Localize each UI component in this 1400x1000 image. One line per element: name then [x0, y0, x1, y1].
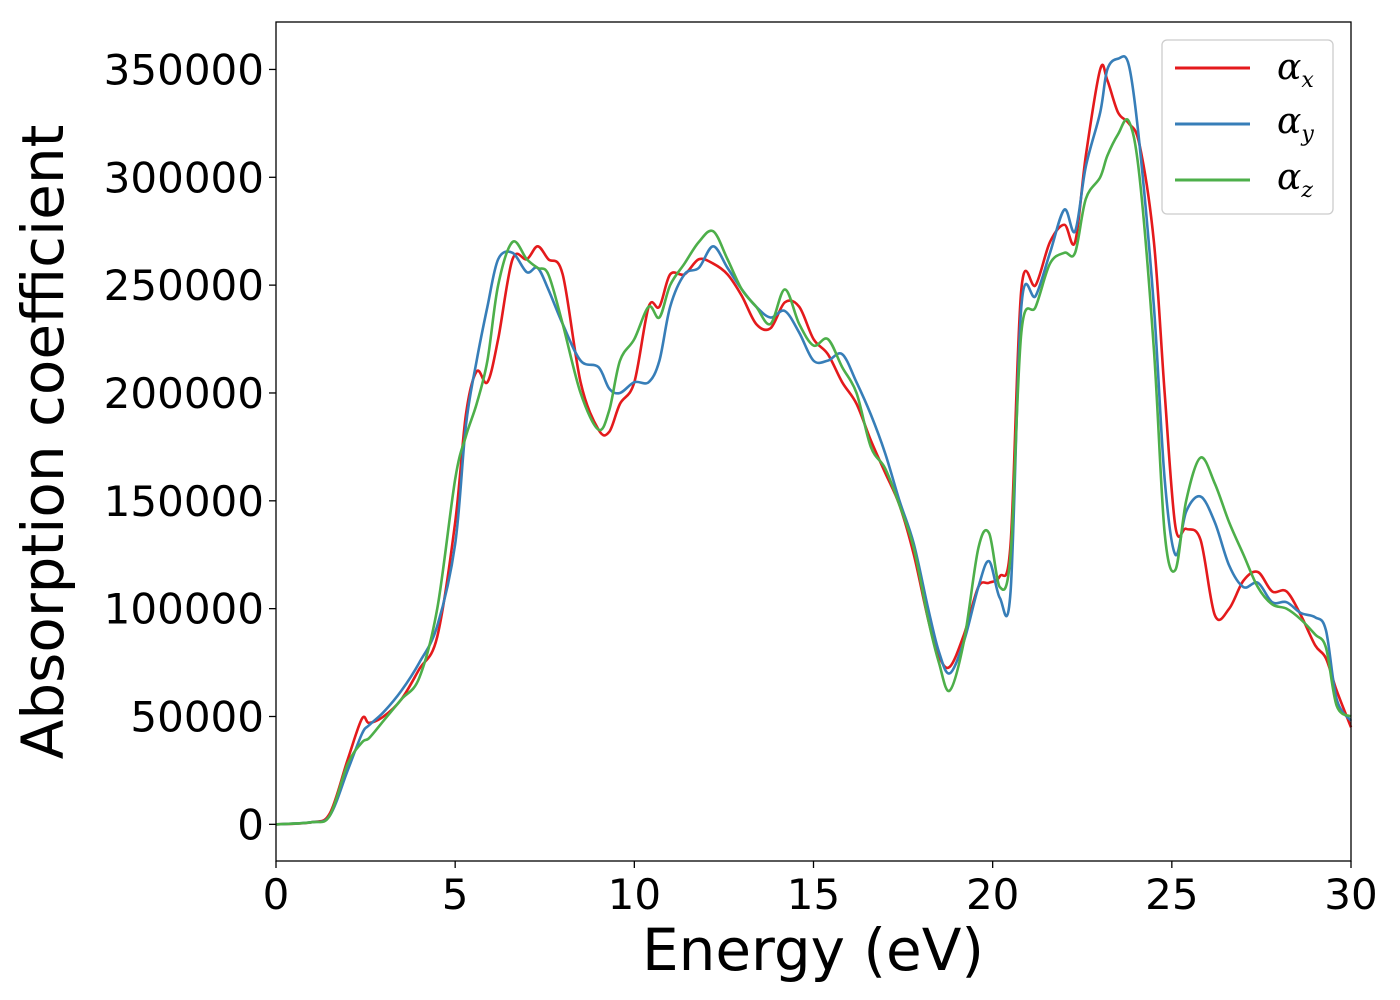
- y-axis-title: Absorption coefficient: [9, 125, 77, 760]
- y-tick-label: 150000: [104, 477, 264, 526]
- y-tick-label: 300000: [104, 153, 264, 202]
- series-line-alpha-y: [275, 54, 1353, 826]
- legend-label-y: αy: [1277, 101, 1314, 147]
- series-layer: [275, 54, 1353, 826]
- y-tick-label: 200000: [104, 369, 264, 418]
- x-tick-label: 15: [787, 870, 840, 919]
- x-tick-label: 30: [1324, 870, 1377, 919]
- y-axis-ticks: 0 50000 100000 150000 200000 250000 300000 3500…: [104, 45, 276, 849]
- legend-label-z: αz: [1277, 157, 1313, 203]
- legend-label-x: αx: [1277, 47, 1314, 93]
- x-tick-label: 10: [608, 870, 661, 919]
- legend-box: [1161, 39, 1334, 215]
- x-axis-title: Energy (eV): [642, 916, 984, 984]
- y-tick-label: 100000: [104, 585, 264, 634]
- x-tick-label: 20: [966, 870, 1019, 919]
- legend: αx αy αz: [1161, 39, 1334, 215]
- x-axis-ticks: 0 5 10 15 20 25 30: [263, 861, 1378, 919]
- y-tick-label: 0: [237, 800, 264, 849]
- y-tick-label: 50000: [130, 692, 264, 741]
- series-line-alpha-x: [275, 63, 1353, 826]
- y-tick-label: 350000: [104, 45, 264, 94]
- x-tick-label: 25: [1145, 870, 1198, 919]
- series-line-alpha-z: [275, 118, 1352, 826]
- x-tick-label: 0: [263, 870, 290, 919]
- y-tick-label: 250000: [104, 261, 264, 310]
- x-tick-label: 5: [442, 870, 469, 919]
